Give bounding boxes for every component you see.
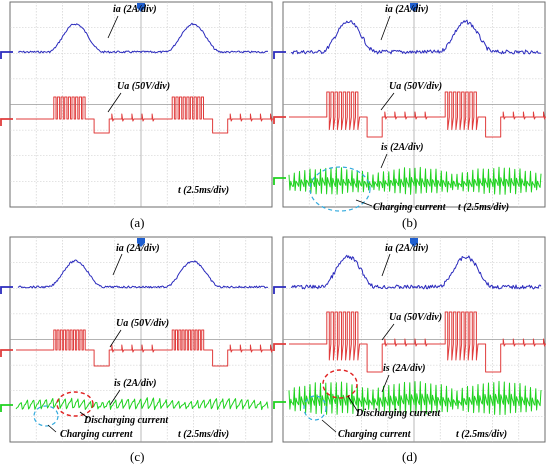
panel-c-ia-arrow xyxy=(112,253,123,276)
panel-b-ua-trace xyxy=(289,91,546,138)
panel-d-discharging-arrow xyxy=(347,395,359,413)
channel-marker-icon xyxy=(273,286,286,294)
panel-b-ia-trace xyxy=(290,19,542,55)
panel-b-ia-arrow xyxy=(380,15,391,41)
channel-marker-icon xyxy=(0,349,13,357)
trigger-marker-icon xyxy=(137,3,145,12)
panel-a: ia (2A/div) Ua (50V/div) t (2.5ms/div) (… xyxy=(9,1,273,230)
panel-c-discharging-label: Discharging current xyxy=(83,415,169,426)
panel-d-ia-trace xyxy=(290,254,542,290)
panel-b-charging-label: Charging current xyxy=(373,202,447,213)
panel-a-letter: (a) xyxy=(130,215,144,230)
panel-d-discharging-label: Discharging current xyxy=(355,408,441,419)
panel-d-letter: (d) xyxy=(402,449,417,464)
panel-c: ia (2A/div) Ua (50V/div) is (2A/div) Dis… xyxy=(9,236,273,464)
channel-marker-icon xyxy=(273,343,286,351)
panel-c-ua-arrow xyxy=(109,329,122,348)
panel-c-ia-trace xyxy=(17,259,269,289)
panel-b-letter: (b) xyxy=(402,215,417,230)
channel-marker-icon xyxy=(273,116,286,124)
channel-marker-icon xyxy=(0,118,13,126)
channel-marker-icon xyxy=(273,51,286,59)
panel-d-is-label: is (2A/div) xyxy=(383,363,426,374)
panel-b-charging-ellipse xyxy=(309,166,371,212)
panel-d-ua-arrow xyxy=(381,323,395,341)
trigger-marker-icon xyxy=(410,238,418,247)
panel-c-discharging-arrow xyxy=(79,411,89,419)
panel-c-charging-label: Charging current xyxy=(60,429,134,440)
panel-b-ua-arrow xyxy=(380,92,395,111)
panel-c-charging-arrow xyxy=(47,424,57,433)
panel-b-time-label: t (2.5ms/div) xyxy=(458,202,509,213)
trigger-marker-icon xyxy=(410,3,418,12)
panel-d: ia (2A/div) Ua (50V/div) is (2A/div) Dis… xyxy=(282,236,546,464)
panel-c-ua-trace xyxy=(16,329,273,367)
panel-c-is-label: is (2A/div) xyxy=(114,378,157,389)
panel-b-is-arrow xyxy=(380,153,388,169)
panel-a-ia-trace xyxy=(17,22,269,54)
panel-b-is-label: is (2A/div) xyxy=(381,142,424,153)
panel-d-discharging-ellipse xyxy=(322,369,358,399)
panel-d-charging-label: Charging current xyxy=(338,429,412,440)
panel-a-ia-label: ia (2A/div) xyxy=(113,4,157,15)
channel-marker-icon xyxy=(0,286,13,294)
panel-a-time-label: t (2.5ms/div) xyxy=(178,185,229,196)
panel-b-ua-label: Ua (50V/div) xyxy=(389,81,442,92)
channel-marker-icon xyxy=(0,404,13,412)
panel-c-time-label: t (2.5ms/div) xyxy=(178,429,229,440)
trigger-marker-icon xyxy=(137,238,145,247)
panel-c-charging-ellipse xyxy=(33,405,59,427)
panel-d-ia-label: ia (2A/div) xyxy=(385,243,429,254)
panel-c-ia-label: ia (2A/div) xyxy=(116,243,160,254)
panel-b-charging-arrow xyxy=(355,199,373,207)
panel-d-time-label: t (2.5ms/div) xyxy=(456,429,507,440)
channel-marker-icon xyxy=(0,51,13,59)
panel-d-charging-ellipse xyxy=(303,395,327,421)
channel-marker-icon xyxy=(273,177,286,185)
panel-d-ua-trace xyxy=(289,311,546,373)
panel-d-is-trace xyxy=(288,380,542,416)
panel-b: ia (2A/div) Ua (50V/div) is (2A/div) Cha… xyxy=(282,1,546,230)
panel-d-ia-arrow xyxy=(381,253,391,277)
panel-d-charging-arrow xyxy=(321,419,337,433)
channel-marker-icon xyxy=(273,401,286,409)
panel-c-is-arrow xyxy=(109,389,121,406)
panel-a-ua-arrow xyxy=(107,92,122,113)
panel-d-is-arrow xyxy=(381,374,390,393)
panel-a-ua-trace xyxy=(16,96,273,134)
panel-a-ua-label: Ua (50V/div) xyxy=(117,81,170,92)
panel-d-ua-label: Ua (50V/div) xyxy=(389,312,442,323)
panel-a-ia-arrow xyxy=(107,15,119,39)
panel-b-ia-label: ia (2A/div) xyxy=(385,4,429,15)
panel-c-letter: (c) xyxy=(130,449,144,464)
panel-c-discharging-ellipse xyxy=(56,391,94,417)
panel-c-ua-label: Ua (50V/div) xyxy=(116,318,169,329)
